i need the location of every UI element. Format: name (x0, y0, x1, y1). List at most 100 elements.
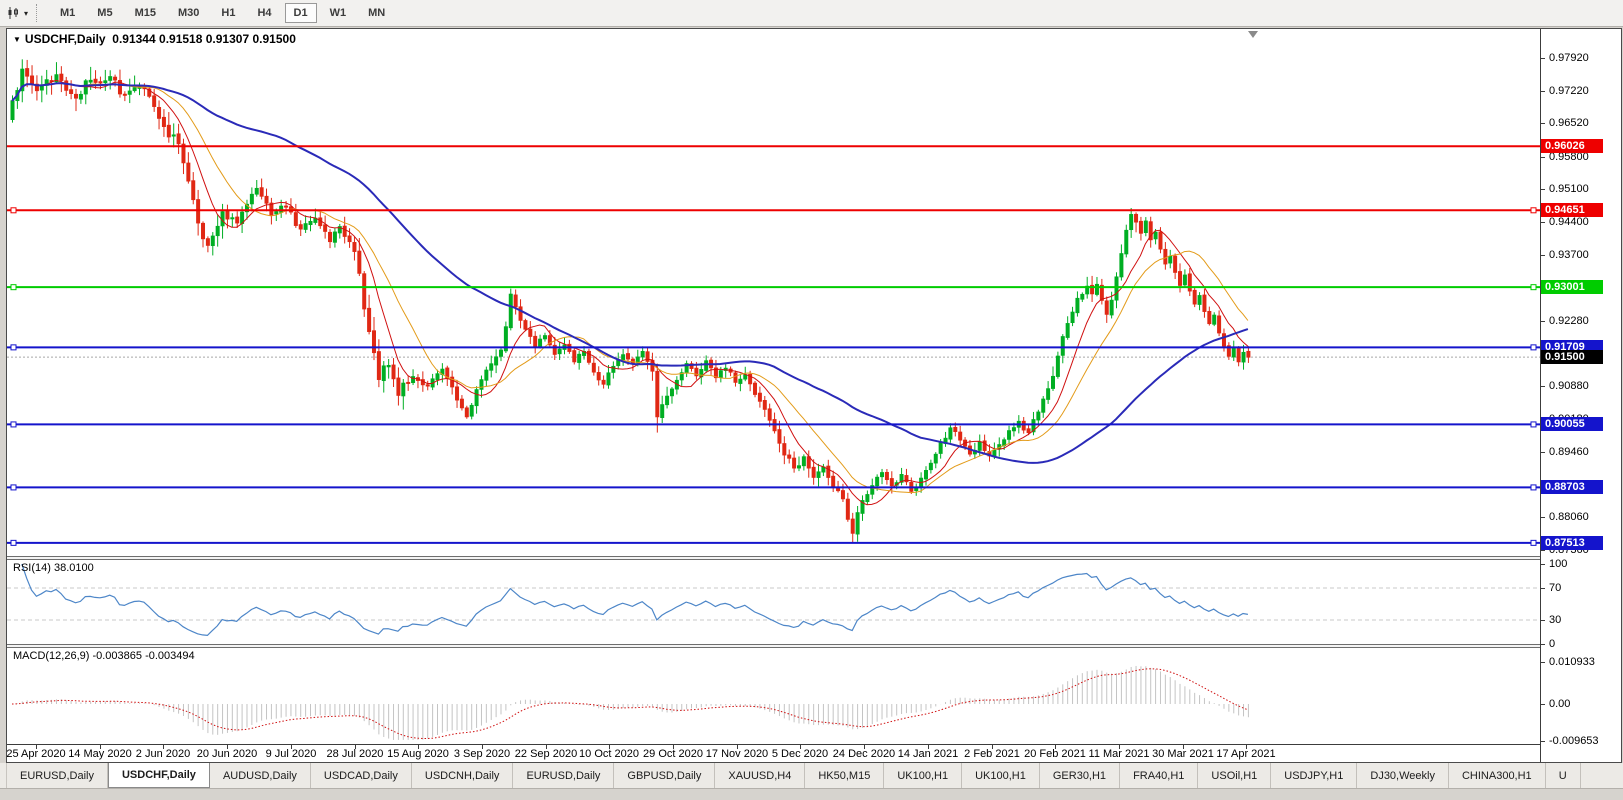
date-tick (737, 745, 738, 749)
price-line-label[interactable]: 0.90055 (1541, 417, 1603, 431)
symbol-tab-15[interactable]: DJ30,Weekly (1357, 763, 1449, 788)
timeframe-button-m1[interactable]: M1 (60, 7, 76, 19)
macd-tick-label: 0.010933 (1549, 656, 1595, 668)
date-tick (100, 745, 101, 749)
chart-shift-marker-icon[interactable] (1248, 31, 1258, 38)
date-tick-label: 30 Mar 2021 (1152, 748, 1214, 760)
symbol-tab-4[interactable]: USDCNH,Daily (412, 763, 514, 788)
symbol-tab-12[interactable]: FRA40,H1 (1120, 763, 1199, 788)
axis-tick (1541, 157, 1545, 158)
date-tick-label: 17 Nov 2020 (705, 748, 769, 760)
symbol-tab-8[interactable]: HK50,M15 (805, 763, 885, 788)
tabbar-edge (0, 763, 7, 788)
price-tick-label: 0.95800 (1549, 151, 1589, 163)
symbol-tab-14[interactable]: USDJPY,H1 (1271, 763, 1358, 788)
date-tick-label: 17 Apr 2021 (1216, 748, 1276, 760)
price-line-label[interactable]: 0.96026 (1541, 139, 1603, 153)
horizontal-line-088703[interactable] (7, 484, 1540, 491)
price-tick-label: 0.97220 (1549, 85, 1589, 97)
axis-tick (1541, 550, 1545, 551)
date-tick (928, 745, 929, 749)
date-tick-label: 9 Jul 2020 (265, 748, 317, 760)
rsi-panel[interactable]: RSI(14) 38.0100 (7, 560, 1540, 644)
symbol-tab-11[interactable]: GER30,H1 (1040, 763, 1121, 788)
symbol-tab-5[interactable]: EURUSD,Daily (513, 763, 615, 788)
date-tick-label: 24 Dec 2020 (832, 748, 896, 760)
timeframe-button-m15[interactable]: M15 (134, 7, 156, 19)
symbol-tab-9[interactable]: UK100,H1 (884, 763, 963, 788)
date-tick-label: 2 Feb 2021 (964, 748, 1020, 760)
timeframe-button-d1[interactable]: D1 (284, 3, 317, 23)
chevron-down-icon[interactable]: ▾ (24, 8, 29, 18)
timeframe-button-m5[interactable]: M5 (97, 7, 113, 19)
panel-splitter-2[interactable] (7, 644, 1621, 648)
moving-average-8[interactable] (11, 79, 1249, 506)
price-line-label[interactable]: 0.93001 (1541, 280, 1603, 294)
date-tick (1119, 745, 1120, 749)
axis-tick (1541, 564, 1545, 565)
symbol-tab-10[interactable]: UK100,H1 (962, 763, 1040, 788)
date-tick (36, 745, 37, 749)
symbol-tab-0[interactable]: EURUSD,Daily (7, 763, 108, 788)
rsi-tick-label: 30 (1549, 614, 1562, 626)
symbol-tab-13[interactable]: USOil,H1 (1198, 763, 1272, 788)
horizontal-line-094651[interactable] (7, 207, 1540, 214)
price-line-label[interactable]: 0.87513 (1541, 536, 1603, 550)
symbol-tab-3[interactable]: USDCAD,Daily (311, 763, 412, 788)
timeframe-button-w1[interactable]: W1 (329, 7, 347, 19)
price-line-label[interactable]: 0.88703 (1541, 480, 1603, 494)
price-line-label[interactable]: 0.94651 (1541, 203, 1603, 217)
price-tick-label: 0.95100 (1549, 183, 1589, 195)
axis-tick (1541, 123, 1545, 124)
date-tick (482, 745, 483, 749)
timeframe-button-m30[interactable]: M30 (177, 7, 200, 19)
macd-canvas[interactable] (7, 648, 1540, 744)
price-chart-panel[interactable] (7, 29, 1540, 556)
symbol-tab-17[interactable]: U (1546, 763, 1581, 788)
date-tick-label: 14 Jan 2021 (897, 748, 959, 760)
chart-title: ▼ USDCHF,Daily 0.91344 0.91518 0.91307 0.… (13, 32, 296, 46)
date-tick (992, 745, 993, 749)
ohlc-close: 0.91500 (252, 32, 296, 46)
date-axis[interactable]: 25 Apr 2020 14 May 2020 2 Jun 2020 20 Jun 2… (6, 744, 1621, 762)
horizontal-line-093001[interactable] (7, 284, 1540, 291)
panel-splitter-1[interactable] (7, 556, 1621, 560)
date-tick-label: 11 Mar 2021 (1088, 748, 1150, 760)
collapse-triangle-icon[interactable]: ▼ (13, 35, 21, 44)
top-toolbar: ▾ M1 M5 M15 M30 H1 H4 D1 W1 MN (0, 0, 1623, 27)
symbol-tab-2[interactable]: AUDUSD,Daily (210, 763, 311, 788)
symbol-tab-6[interactable]: GBPUSD,Daily (614, 763, 716, 788)
horizontal-line-087513[interactable] (7, 539, 1540, 546)
moving-average-55[interactable] (11, 82, 1249, 464)
macd-label: MACD(12,26,9) -0.003865 -0.003494 (13, 650, 195, 662)
candles (10, 59, 1251, 543)
axis-tick (1541, 91, 1545, 92)
price-tick-label: 0.94400 (1549, 216, 1589, 228)
symbol-tab-7[interactable]: XAUUSD,H4 (715, 763, 806, 788)
price-tick-label: 0.96520 (1549, 117, 1589, 129)
chart-tool-icon[interactable] (5, 4, 23, 22)
macd-panel[interactable]: MACD(12,26,9) -0.003865 -0.003494 (7, 648, 1540, 744)
horizontal-line-091709[interactable] (7, 344, 1540, 351)
rsi-canvas[interactable] (7, 560, 1540, 644)
horizontal-line-090055[interactable] (7, 421, 1540, 428)
date-tick (163, 745, 164, 749)
price-chart-canvas[interactable] (7, 29, 1540, 556)
price-axis[interactable]: 0.97920 0.97220 0.96520 0.95800 0.95100 0.944… (1540, 29, 1621, 762)
chart-window: ▼ USDCHF,Daily 0.91344 0.91518 0.91307 0.… (6, 28, 1622, 763)
date-tick-label: 20 Jun 2020 (196, 748, 258, 760)
date-tick (1055, 745, 1056, 749)
timeframe-button-h4[interactable]: H4 (257, 7, 272, 19)
axis-tick (1541, 452, 1545, 453)
timeframe-button-h1[interactable]: H1 (221, 7, 236, 19)
macd-signal-line (11, 668, 1249, 739)
symbol-tab-16[interactable]: CHINA300,H1 (1449, 763, 1546, 788)
date-tick (1183, 745, 1184, 749)
date-tick-label: 25 Apr 2020 (6, 748, 66, 760)
moving-average-16[interactable] (11, 82, 1249, 494)
price-tick-label: 0.93700 (1549, 249, 1589, 261)
timeframe-button-mn[interactable]: MN (368, 7, 386, 19)
symbol-tab-1[interactable]: USDCHF,Daily (107, 763, 210, 788)
axis-tick (1541, 386, 1545, 387)
status-strip (0, 789, 1623, 800)
